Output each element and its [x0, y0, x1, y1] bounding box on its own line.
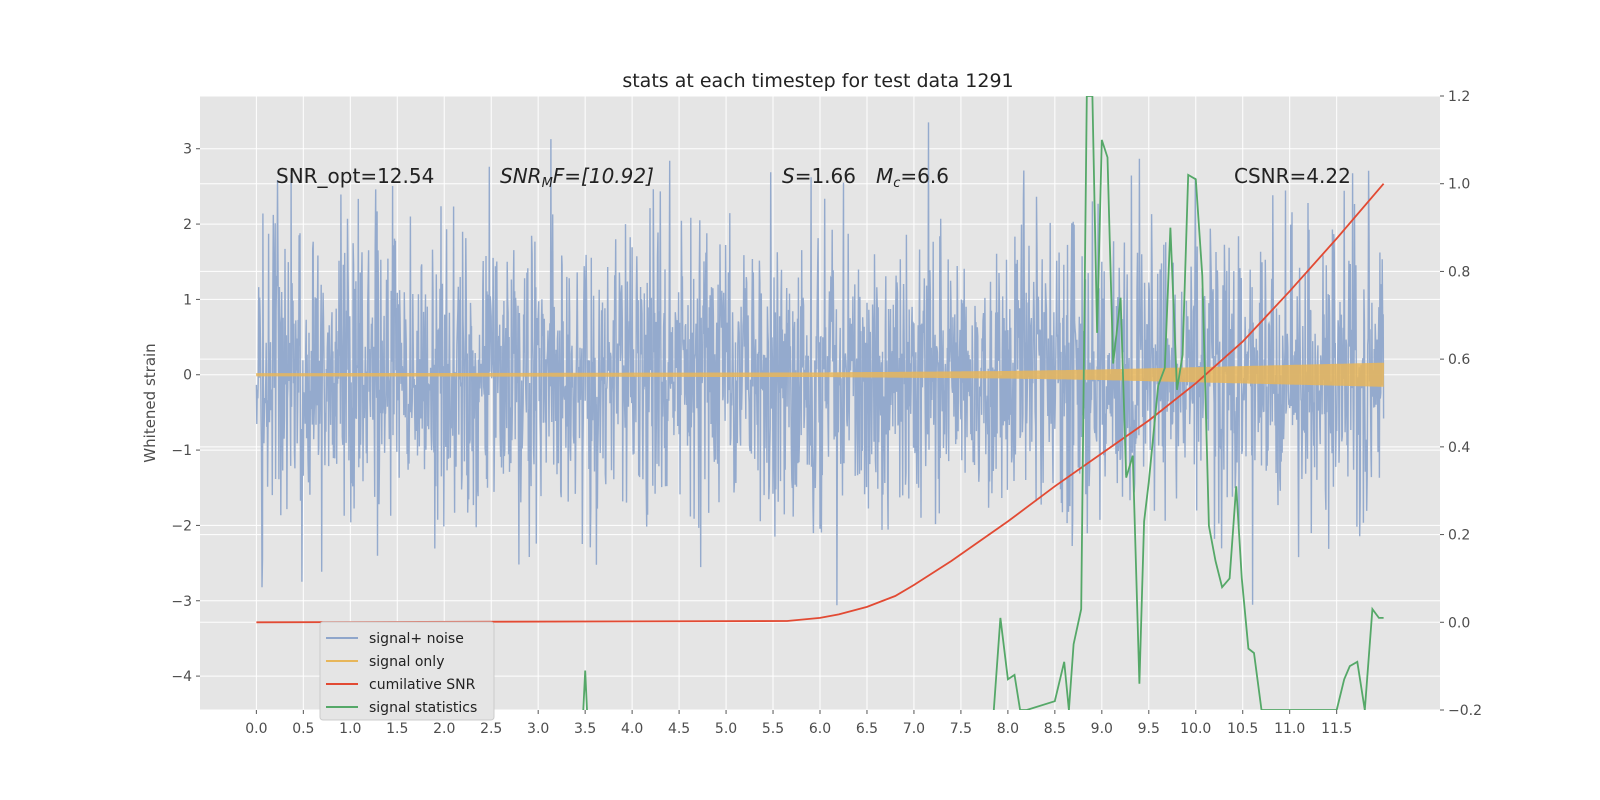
- y-tick-label-left: −3: [171, 594, 192, 610]
- y-tick-label-right: 1.2: [1448, 89, 1470, 105]
- x-tick-label: 0.0: [245, 721, 267, 737]
- annotation-snr-mf: SNRMF=[10.92]: [500, 164, 654, 191]
- x-tick-label: 3.0: [527, 721, 549, 737]
- legend-label-signal-statistics: signal statistics: [369, 700, 477, 716]
- axes: 0.0 0.5 1.0 1.5 2.0 2.5 3.0 3.5 4.0 4.5 5.0 5.5 6.0 6…: [171, 89, 1482, 737]
- annotation-s-var: S: [782, 164, 795, 188]
- x-tick-label: 4.5: [668, 721, 690, 737]
- series-cumulative-snr: [256, 183, 1385, 624]
- annotation-mc-val: =6.6: [900, 164, 949, 188]
- x-tick-label: 11.5: [1321, 721, 1352, 737]
- x-tick-label: 8.5: [1044, 721, 1066, 737]
- annotation-csnr: CSNR=4.22: [1234, 164, 1351, 188]
- y-tick-label-left: 0: [183, 368, 192, 384]
- x-tick-label: 4.0: [621, 721, 643, 737]
- x-tick-label: 7.0: [903, 721, 925, 737]
- x-tick-label: 5.0: [715, 721, 737, 737]
- y-tick-label-left: 1: [183, 292, 192, 308]
- y-tick-label-right: 0.2: [1448, 528, 1470, 544]
- y-tick-label-right: 0.6: [1448, 352, 1470, 368]
- x-tick-label: 11.0: [1274, 721, 1305, 737]
- y-tick-label-left: −2: [171, 518, 192, 534]
- legend-box: [319, 621, 495, 721]
- x-tick-label: 0.5: [292, 721, 314, 737]
- y-tick-label-right: 0.8: [1448, 264, 1470, 280]
- annotation-mc-var: M: [876, 164, 893, 188]
- x-tick-label: 2.5: [480, 721, 502, 737]
- x-tick-label: 6.5: [856, 721, 878, 737]
- y-tick-label-left: −4: [171, 669, 192, 685]
- x-tick-label: 10.5: [1227, 721, 1258, 737]
- annotation-mc: Mc=6.6: [876, 164, 949, 191]
- data-layer: [255, 96, 1385, 710]
- x-tick-label: 8.0: [997, 721, 1019, 737]
- x-tick-label: 5.5: [762, 721, 784, 737]
- x-tick-label: 1.0: [339, 721, 361, 737]
- x-tick-label: 1.5: [386, 721, 408, 737]
- y-tick-label-left: 2: [183, 217, 192, 233]
- series-signal-statistics: [582, 670, 588, 710]
- x-tick-label: 2.0: [433, 721, 455, 737]
- legend: signal+ noise signal only cumilative SNR…: [319, 621, 495, 721]
- y-tick-label-right: 1.0: [1448, 177, 1470, 193]
- annotation-s: S=1.66: [782, 164, 856, 188]
- annotation-snr-opt: SNR_opt=12.54: [276, 164, 434, 188]
- legend-label-cumulative-snr: cumilative SNR: [369, 677, 476, 693]
- x-tick-label: 3.5: [574, 721, 596, 737]
- y-tick-label-right: 0.0: [1448, 615, 1470, 631]
- series-signal-only: [255, 362, 1385, 387]
- y-tick-label-left: 3: [183, 142, 192, 158]
- annotation-snr-mf-rest: F=[10.92]: [553, 164, 654, 188]
- annotation-mc-sub: c: [893, 176, 900, 191]
- x-tick-label: 10.0: [1180, 721, 1211, 737]
- annotation-snr-mf-sub: M: [542, 176, 553, 191]
- legend-label-signal-only: signal only: [369, 654, 444, 670]
- chart-title: stats at each timestep for test data 129…: [622, 70, 1013, 92]
- y-tick-label-left: −1: [171, 443, 192, 459]
- x-tick-label: 7.5: [950, 721, 972, 737]
- y-tick-label-right: −0.2: [1448, 703, 1482, 719]
- y-axis-label: Whitened strain: [141, 343, 159, 462]
- annotation-snr-mf-main: SNR: [500, 164, 542, 188]
- series-signal-noise: [255, 122, 1385, 606]
- x-tick-label: 6.0: [809, 721, 831, 737]
- annotation-s-val: =1.66: [795, 164, 856, 188]
- legend-label-signal-noise: signal+ noise: [369, 631, 464, 647]
- y-tick-label-right: 0.4: [1448, 440, 1470, 456]
- x-tick-label: 9.0: [1091, 721, 1113, 737]
- x-tick-label: 9.5: [1138, 721, 1160, 737]
- series-signal-statistics: [992, 96, 1384, 710]
